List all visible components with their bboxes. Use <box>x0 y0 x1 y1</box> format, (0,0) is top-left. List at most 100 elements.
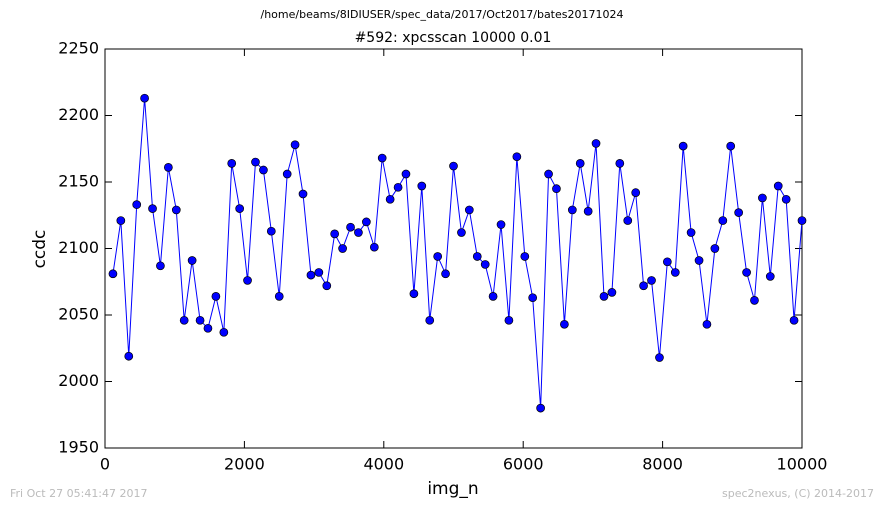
data-point <box>678 141 688 151</box>
data-point <box>765 272 775 281</box>
data-point <box>171 205 181 215</box>
data-point <box>710 244 720 253</box>
footer-left: Fri Oct 27 05:41:47 2017 <box>10 487 148 500</box>
data-point <box>140 93 149 103</box>
data-point <box>544 169 553 179</box>
data-point <box>195 315 205 325</box>
data-point <box>726 141 736 151</box>
data-point <box>504 315 514 325</box>
data-point <box>718 216 728 225</box>
data-point <box>449 161 458 171</box>
data-point <box>575 159 585 168</box>
data-point <box>377 153 387 163</box>
data-point <box>243 276 252 285</box>
data-point <box>425 315 435 325</box>
data-point <box>322 281 332 291</box>
y-tick-label: 2150 <box>58 172 99 191</box>
data-point <box>274 292 284 301</box>
data-point <box>512 152 522 162</box>
data-point <box>457 228 466 237</box>
data-point <box>116 216 126 225</box>
data-point <box>789 315 799 325</box>
data-point <box>694 256 704 265</box>
data-point <box>362 217 371 227</box>
data-point <box>560 319 569 329</box>
data-point <box>631 188 641 197</box>
data-point <box>750 296 759 305</box>
data-point <box>662 257 672 267</box>
x-tick-label: 0 <box>100 455 110 474</box>
data-point <box>599 292 609 301</box>
data-point <box>227 159 237 168</box>
data-point <box>441 269 450 279</box>
data-point <box>781 194 791 204</box>
y-tick-label: 2200 <box>58 105 99 124</box>
data-point <box>290 140 300 150</box>
data-point <box>639 281 648 291</box>
data-point <box>346 222 355 232</box>
data-point <box>496 220 506 229</box>
footer-right: spec2nexus, (C) 2014-2017 <box>722 487 874 500</box>
data-point <box>251 157 260 167</box>
chart-title: #592: xpcsscan 10000 0.01 <box>355 30 552 46</box>
data-point <box>528 293 538 303</box>
data-point <box>393 182 403 192</box>
y-tick-label: 2050 <box>58 305 99 324</box>
data-point <box>670 268 680 277</box>
data-point <box>615 159 625 168</box>
x-tick-label: 6000 <box>503 455 544 474</box>
y-tick-label: 2000 <box>58 371 99 390</box>
data-point <box>306 270 316 280</box>
data-point <box>298 189 308 199</box>
data-point <box>583 206 593 216</box>
data-point <box>607 288 617 297</box>
data-point <box>686 228 696 237</box>
data-point <box>203 323 213 333</box>
data-point <box>702 319 712 329</box>
x-tick-label: 4000 <box>363 455 404 474</box>
data-point <box>385 194 395 204</box>
data-point <box>520 252 530 261</box>
data-point <box>417 181 427 191</box>
data-point <box>124 351 134 361</box>
data-point <box>156 261 165 271</box>
data-point <box>401 169 411 179</box>
x-axis-label: img_n <box>427 479 478 499</box>
plot-frame <box>104 48 803 449</box>
data-line <box>112 98 803 409</box>
data-point <box>409 289 419 299</box>
data-point <box>758 193 767 203</box>
data-point <box>591 139 601 148</box>
suptitle: /home/beams/8IDIUSER/spec_data/2017/Oct2… <box>261 8 624 21</box>
data-point <box>179 315 189 325</box>
data-point <box>266 226 276 236</box>
data-point <box>132 200 142 209</box>
data-point <box>187 256 197 265</box>
data-point <box>567 205 577 215</box>
data-point <box>742 268 751 277</box>
data-point <box>282 169 292 179</box>
data-point <box>647 276 656 285</box>
data-point <box>552 184 561 193</box>
data-point <box>354 228 363 237</box>
y-tick-label: 2250 <box>58 39 99 58</box>
y-tick-label: 2100 <box>58 238 99 257</box>
data-point <box>472 252 482 261</box>
data-point <box>108 269 118 279</box>
data-point <box>536 403 545 413</box>
data-point <box>164 163 173 172</box>
data-point <box>369 242 379 252</box>
data-point <box>259 165 268 175</box>
data-point <box>773 181 783 191</box>
data-point <box>211 292 221 301</box>
x-tick-label: 8000 <box>642 455 683 474</box>
data-point <box>338 244 347 253</box>
x-tick-label: 2000 <box>224 455 265 474</box>
data-point <box>235 204 245 213</box>
data-point <box>480 260 490 269</box>
data-point <box>330 229 340 239</box>
data-point <box>655 353 664 362</box>
data-point <box>464 205 474 215</box>
data-point <box>219 327 229 337</box>
